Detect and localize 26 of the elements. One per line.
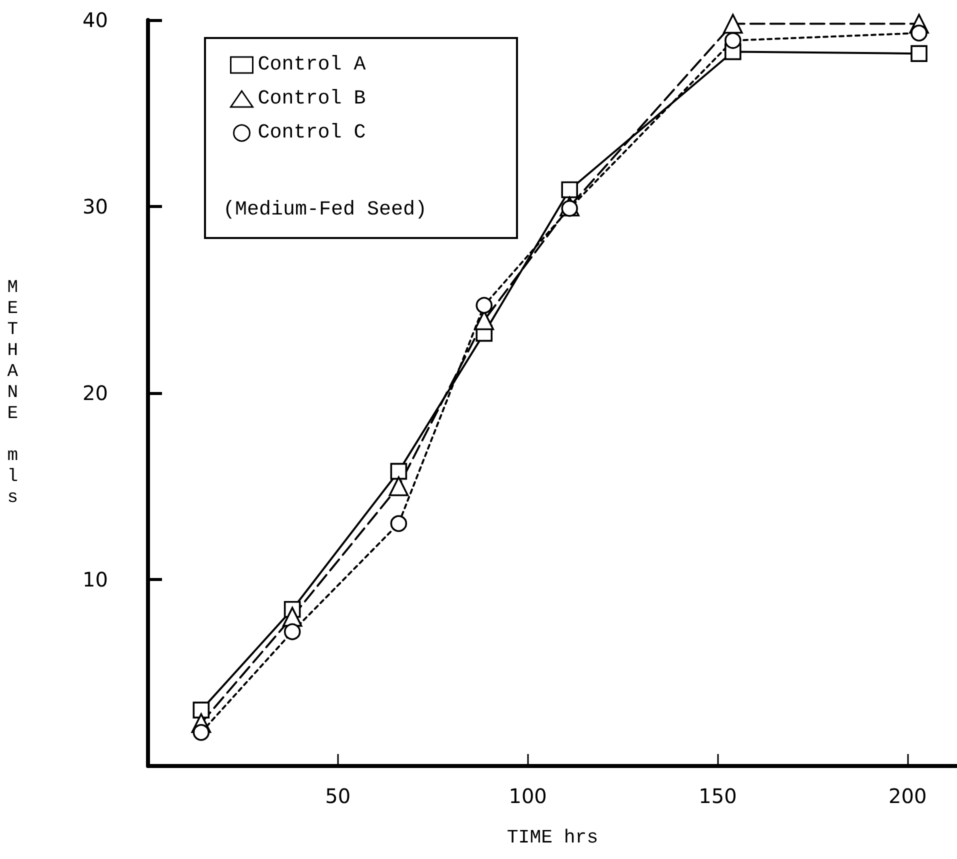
point — [723, 14, 743, 34]
text: METHANE mls — [7, 278, 18, 508]
point — [284, 623, 301, 640]
y-tick-label: 30 — [82, 194, 108, 218]
point — [192, 724, 210, 741]
x-tick-label: 50 — [325, 784, 351, 808]
point — [724, 32, 742, 49]
x-tick-label: 200 — [888, 784, 927, 808]
point — [910, 45, 928, 62]
x-tick-label: 100 — [508, 784, 547, 808]
point — [910, 24, 928, 42]
legend-label: Control C — [258, 122, 366, 144]
x-tick-label: 150 — [698, 784, 737, 808]
y-tick-label: 10 — [82, 568, 108, 592]
point — [476, 296, 493, 314]
point — [561, 181, 578, 198]
point — [388, 476, 409, 496]
point — [390, 462, 408, 480]
y-tick-label: 40 — [82, 8, 108, 32]
legend-title: (Medium-Fed Seed) — [223, 198, 428, 222]
legend-label: Control A — [258, 54, 366, 76]
x-axis-title: TIME hrs — [506, 826, 598, 848]
legend-label: Control B — [258, 88, 366, 110]
point — [390, 515, 408, 532]
y-tick-label: 20 — [82, 381, 108, 405]
point — [192, 702, 210, 718]
